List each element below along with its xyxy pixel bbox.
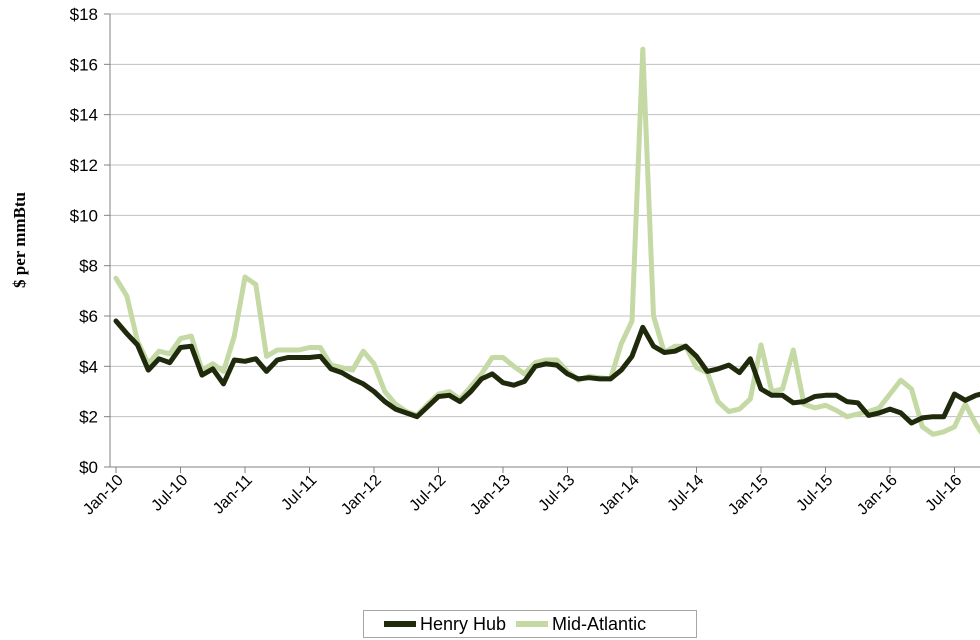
x-tick-label: Jul-16 xyxy=(922,472,965,515)
gridlines xyxy=(104,13,980,468)
x-tick-labels: Jan-10 Jul-10 Jan-11 Jul-11 Jan-12 Jul-12 Jan-… xyxy=(80,472,965,519)
x-tick-label: Jul-10 xyxy=(148,472,191,515)
legend-label-mid-atlantic: Mid-Atlantic xyxy=(552,613,647,634)
legend-swatch-mid-atlantic xyxy=(516,621,549,627)
legend-swatch-henry-hub xyxy=(384,621,416,627)
x-tick-label: Jul-13 xyxy=(535,472,578,515)
x-tick-label: Jul-14 xyxy=(664,472,707,515)
x-tick-label: Jan-15 xyxy=(725,472,772,519)
x-tick-label: Jan-13 xyxy=(467,472,514,519)
x-tick-label: Jan-16 xyxy=(854,472,901,519)
y-tick-label: $8 xyxy=(79,257,98,276)
legend-item-mid-atlantic: Mid-Atlantic xyxy=(516,614,646,635)
line-chart: $0$2$4$6$8$10$12$14$16$18 Jan-10 Jul-10 Ja… xyxy=(10,5,980,519)
y-tick-label: $6 xyxy=(79,307,98,326)
x-tick-label: Jul-12 xyxy=(406,472,449,515)
legend-label-henry-hub: Henry Hub xyxy=(420,613,507,634)
y-tick-label: $0 xyxy=(79,458,98,477)
x-tick-label: Jul-11 xyxy=(278,472,320,514)
x-tick-label: Jul-15 xyxy=(793,472,836,515)
y-tick-label: $4 xyxy=(79,357,98,376)
x-tick-label: Jan-10 xyxy=(80,472,127,519)
y-tick-labels: $0 $2 $4 $6 $8 $10 $12 $14 $16 $18 xyxy=(70,5,98,477)
y-tick-label: $14 xyxy=(70,106,98,125)
y-tick-label: $10 xyxy=(70,206,98,225)
legend: Henry Hub Mid-Atlantic xyxy=(363,610,697,638)
y-tick-label: $16 xyxy=(70,55,98,74)
y-tick-label: $18 xyxy=(70,5,98,24)
legend-item-henry-hub: Henry Hub xyxy=(384,614,506,635)
y-tick-label: $12 xyxy=(70,156,98,175)
axes xyxy=(109,14,980,473)
series-line-henry-hub xyxy=(113,318,980,426)
series-lines xyxy=(113,46,980,437)
x-tick-label: Jan-11 xyxy=(210,472,256,518)
y-axis-label: $ per mmBtu xyxy=(10,192,29,288)
x-tick-label: Jan-14 xyxy=(596,472,643,519)
y-tick-label: $2 xyxy=(79,408,98,427)
series-line-mid-atlantic xyxy=(113,46,980,437)
x-tick-label: Jan-12 xyxy=(338,472,385,519)
